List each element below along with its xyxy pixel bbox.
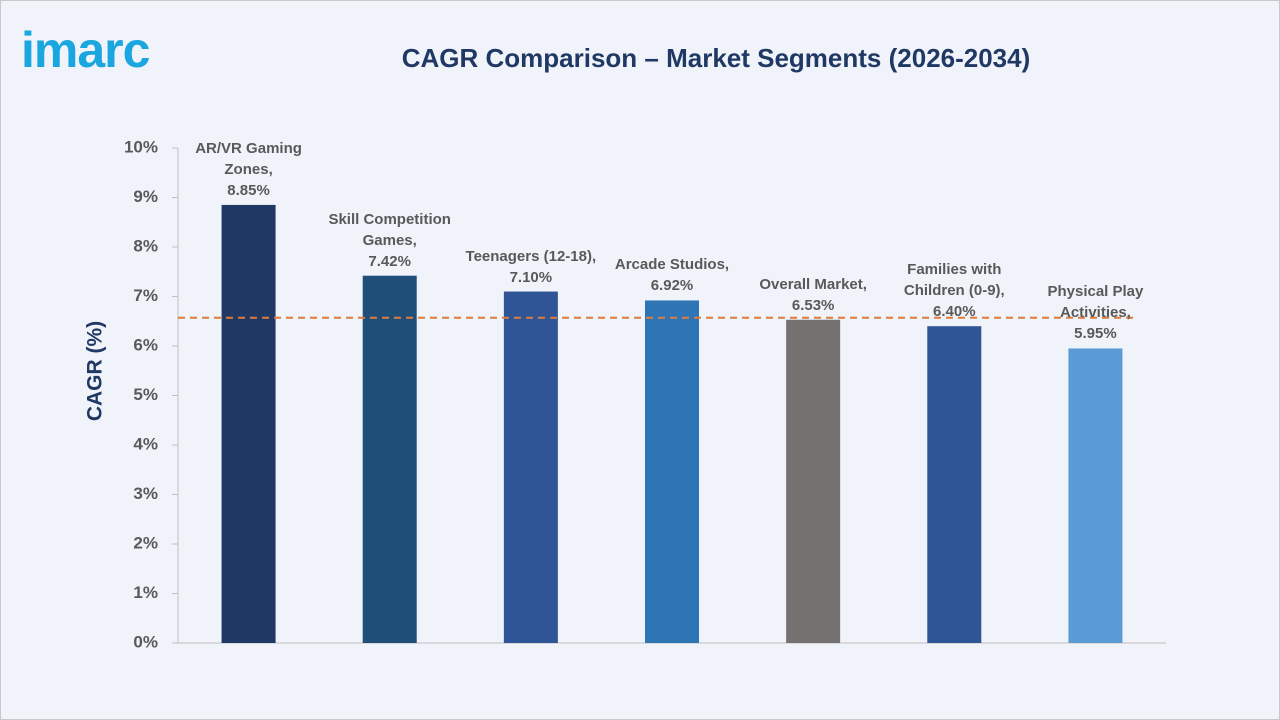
category-label: Physical Play Activities,: [1047, 283, 1144, 322]
category-label: AR/VR Gaming Zones,: [195, 139, 302, 178]
value-label: 7.42%: [368, 252, 411, 270]
data-label: Arcade Studios, 6.92%: [602, 254, 742, 296]
y-tick-label: 4%: [133, 434, 158, 453]
y-tick-label: 2%: [133, 533, 158, 552]
y-tick-label: 9%: [133, 187, 158, 206]
value-label: 7.10%: [509, 268, 553, 286]
category-label: Families with Children (0-9),: [903, 261, 1005, 300]
data-label: Overall Market, 6.53%: [743, 274, 883, 316]
y-tick-label: 8%: [133, 236, 158, 255]
bar: [221, 204, 276, 644]
data-label: AR/VR Gaming Zones, 8.85%: [179, 138, 319, 201]
category-label: Overall Market,: [759, 275, 867, 293]
category-label: Teenagers (12-18),: [465, 247, 597, 265]
bar: [927, 326, 982, 643]
chart-title: CAGR Comparison – Market Segments (2026-…: [401, 43, 1031, 73]
data-label: Families with Children (0-9), 6.40%: [884, 259, 1024, 322]
value-label: 5.95%: [1074, 325, 1117, 343]
y-tick-label: 3%: [133, 484, 158, 503]
value-label: 8.85%: [227, 181, 270, 199]
y-tick-label: 1%: [133, 583, 158, 602]
logo: imarc: [21, 22, 150, 78]
data-label: Physical Play Activities, 5.95%: [1025, 281, 1165, 344]
y-tick-label: 5%: [133, 385, 158, 404]
bar: [786, 319, 841, 643]
value-label: 6.40%: [933, 303, 976, 321]
y-tick-label: 6%: [133, 335, 158, 354]
y-tick-label: 7%: [133, 286, 158, 305]
data-label: Skill Competition Games, 7.42%: [320, 209, 460, 272]
category-label: Arcade Studios,: [614, 256, 730, 274]
bar: [645, 300, 699, 643]
y-tick-label: 0%: [133, 632, 158, 651]
bar: [503, 291, 558, 643]
y-tick-label: 10%: [124, 137, 158, 156]
data-label: Teenagers (12-18), 7.10%: [461, 246, 601, 288]
bar: [362, 275, 417, 643]
value-label: 6.92%: [650, 277, 694, 295]
category-label: Skill Competition Games,: [328, 210, 451, 249]
value-label: 6.53%: [791, 296, 835, 314]
y-axis-label: CAGR (%): [84, 321, 107, 421]
bar: [1068, 348, 1123, 643]
